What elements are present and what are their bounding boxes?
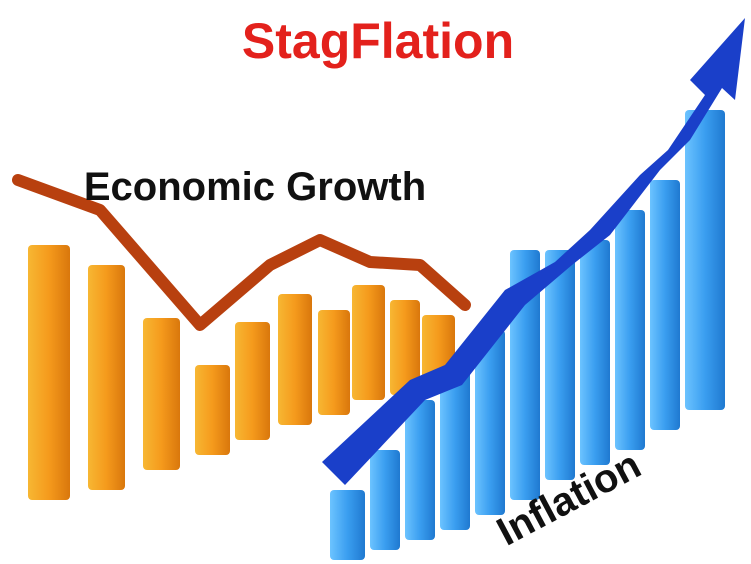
bar	[475, 330, 505, 515]
bar	[278, 294, 312, 425]
bar	[615, 210, 645, 450]
bar	[143, 318, 180, 470]
growth-label: Economic Growth	[84, 165, 426, 209]
bar	[545, 250, 575, 480]
bar	[405, 400, 435, 540]
bar	[318, 310, 350, 415]
bar	[88, 265, 125, 490]
bar	[685, 110, 725, 410]
growth-line	[12, 174, 471, 331]
bar	[352, 285, 385, 400]
bar	[195, 365, 230, 455]
bar	[580, 240, 610, 465]
bar	[28, 245, 70, 500]
inflation-bars	[330, 110, 725, 560]
bar	[330, 490, 365, 560]
bar	[370, 450, 400, 550]
bar	[390, 300, 420, 395]
growth-bars	[28, 245, 455, 500]
title: StagFlation	[242, 13, 514, 69]
bar	[235, 322, 270, 440]
inflation-arrow	[322, 18, 745, 485]
bar	[650, 180, 680, 430]
bar	[440, 370, 470, 530]
